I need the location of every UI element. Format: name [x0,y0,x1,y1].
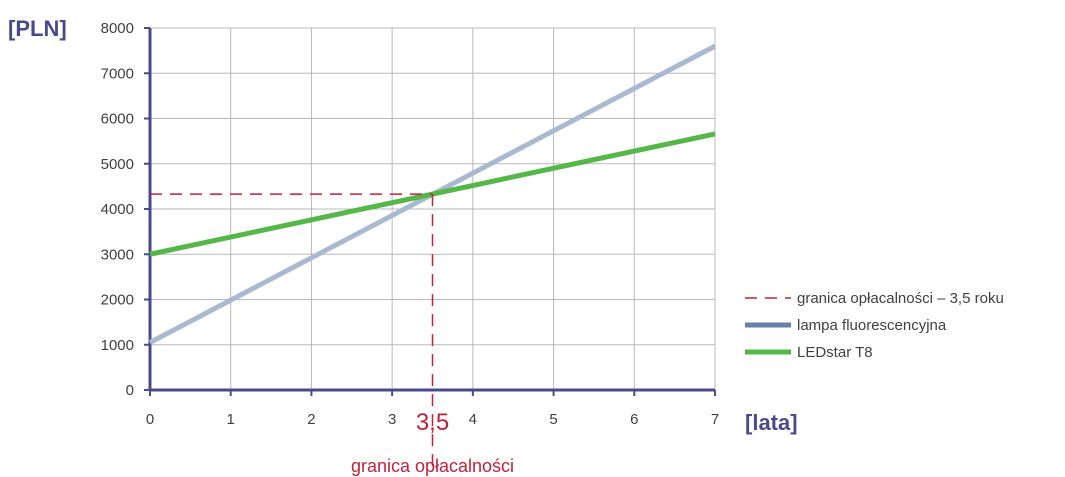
breakeven-caption: granica opłacalności [351,456,514,476]
y-tick-label: 7000 [101,65,134,82]
legend-label: LEDstar T8 [797,344,873,361]
x-tick-label: 5 [549,411,557,428]
x-tick-label: 2 [307,411,315,428]
y-tick-label: 6000 [101,111,134,128]
x-tick-label: 0 [146,411,154,428]
y-tick-label: 5000 [101,156,134,173]
legend-label: lampa fluorescencyjna [797,317,947,334]
breakeven-marker: 3,5 granica opłacalności [150,193,514,476]
legend-label: granica opłacalności – 3,5 roku [797,290,1004,307]
x-tick-label: 7 [711,411,719,428]
legend: granica opłacalności – 3,5 roku lampa flu… [745,290,1004,361]
y-tick-label: 0 [126,382,134,399]
y-tick-label: 1000 [101,337,134,354]
x-tick-label: 1 [227,411,235,428]
y-tick-label: 3000 [101,246,134,263]
x-tick-label: 3 [388,411,396,428]
y-axis-title: [PLN] [8,16,67,41]
x-tick-label: 4 [469,411,477,428]
y-tick-label: 4000 [101,201,134,218]
x-axis-title: [lata] [745,410,798,435]
y-tick-label: 8000 [101,20,134,37]
x-tick-label: 6 [630,411,638,428]
tick-labels: 0 1000 2000 3000 4000 5000 6000 7000 8000 0 1 2 3 4 5 6… [101,20,720,428]
breakeven-x-label: 3,5 [416,409,449,436]
axes [144,27,716,396]
y-tick-label: 2000 [101,292,134,309]
